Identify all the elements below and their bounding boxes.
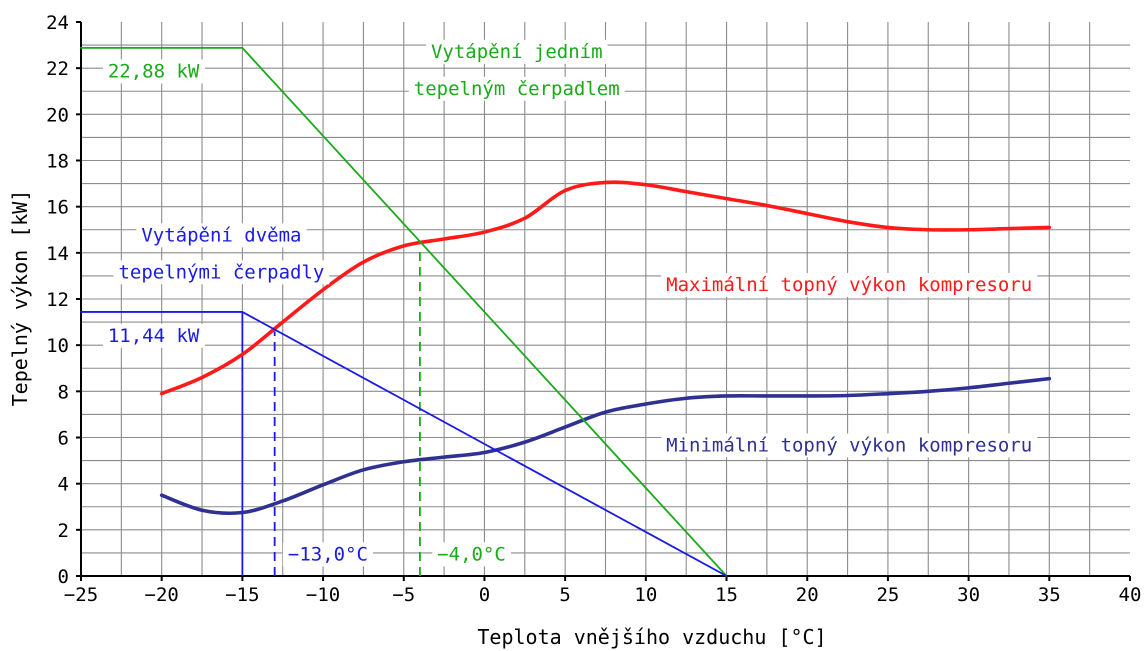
annotation-text: Maximální topný výkon kompresoru [666,274,1032,296]
annotation-label: −13,0°C [282,542,373,567]
y-tick-label: 4 [58,474,69,496]
annotation-text: Minimální topný výkon kompresoru [666,434,1032,456]
y-tick-label: 0 [58,566,69,588]
y-tick-label: 24 [46,12,69,34]
annotation-text: Vytápění dvěma [141,224,301,246]
annotation-label: 11,44 kW [102,323,205,348]
annotation-background [661,272,1038,297]
annotation-text: −13,0°C [288,543,368,565]
y-tick-label: 20 [46,104,69,126]
annotations: 22,88 kW Vytápění jedním tepelným čerpadle… [102,39,1038,567]
annotation-background [102,59,205,84]
y-tick-label: 14 [46,243,69,265]
single-pump-line [80,46,728,577]
annotation-label: Minimální topný výkon kompresoru [661,433,1038,458]
annotation-background [432,542,511,567]
annotation-background [408,76,625,101]
annotation-text: tepelnými čerpadly [118,261,324,283]
axes: −25 −20 −15 −10 −5 0 5 10 15 20 25 30 35 400246810121… [46,12,1141,606]
x-tick-label: −10 [306,584,340,606]
y-tick-label: 8 [58,381,69,403]
annotation-background [113,260,330,285]
x-tick-label: 5 [559,584,570,606]
annotation-label: Vytápění dvěma [136,223,307,248]
y-tick-label: 2 [58,520,69,542]
annotation-label: Vytápění jedním [425,39,608,64]
annotation-label: −4,0°C [432,542,511,567]
x-tick-label: −25 [64,584,98,606]
x-tick-label: 20 [796,584,819,606]
x-tick-label: −5 [392,584,415,606]
annotation-text: 11,44 kW [108,325,200,347]
x-tick-label: 25 [876,584,899,606]
annotation-text: 22,88 kW [108,60,200,82]
annotation-background [102,323,205,348]
annotation-text: tepelným čerpadlem [414,78,620,100]
y-tick-label: 10 [46,335,69,357]
y-tick-label: 18 [46,151,69,173]
annotation-label: tepelnými čerpadly [113,260,330,285]
x-tick-label: −20 [145,584,179,606]
annotation-label: 22,88 kW [102,59,205,84]
plot-lines [80,46,1052,577]
x-tick-label: 15 [715,584,738,606]
y-tick-label: 22 [46,58,69,80]
annotation-text: Vytápění jedním [431,41,603,63]
x-tick-label: 40 [1119,584,1142,606]
x-tick-label: −15 [225,584,259,606]
min-power-curve [159,376,1052,516]
annotation-background [661,433,1038,458]
annotation-text: −4,0°C [437,543,506,565]
annotation-background [136,223,307,248]
annotation-label: tepelným čerpadlem [408,76,625,101]
y-axis-title: Tepelný výkon [kW] [8,190,32,407]
x-tick-label: 0 [479,584,490,606]
x-tick-label: 10 [634,584,657,606]
y-tick-label: 12 [46,289,69,311]
two-pumps-line [80,311,728,577]
annotation-background [425,39,608,64]
y-tick-label: 6 [58,428,69,450]
max-power-curve [159,180,1052,396]
y-tick-label: 16 [46,197,69,219]
annotation-background [282,542,373,567]
x-tick-label: 30 [957,584,980,606]
x-axis-title: Teplota vnějšího vzduchu [°C] [477,625,826,649]
annotation-label: Maximální topný výkon kompresoru [661,272,1038,297]
x-tick-label: 35 [1038,584,1061,606]
